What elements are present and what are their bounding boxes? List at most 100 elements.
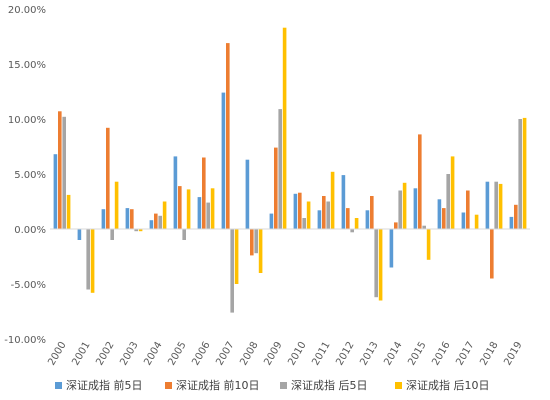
x-tick-label: 2004 [142,340,164,368]
bar-2001-series-1 [77,229,82,240]
bar-2003-series-2 [130,209,134,229]
legend-item-1: 深证成指 前5日 [55,378,143,392]
bar-2003-series-3 [134,229,138,232]
bar-2011-series-2 [322,196,326,229]
bar-2012-series-1 [341,175,346,229]
bar-2009-series-4 [282,27,287,230]
bar-2011-series-3 [326,201,330,229]
bar-2015-series-1 [413,188,418,229]
bar-2013-series-2 [370,196,374,229]
bar-2017-series-4 [474,214,479,229]
bar-2013-series-1 [365,210,370,229]
bar-2008-series-3 [254,229,258,254]
y-tick-label: -10.00% [4,335,46,346]
bar-2005-series-1 [173,156,178,229]
legend-item-4: 深证成指 后10日 [395,378,490,392]
bar-2011-series-1 [317,210,322,229]
x-tick-label: 2018 [478,340,500,368]
bar-2015-series-3 [422,225,426,229]
x-tick-label: 2001 [70,340,92,368]
x-tick-label: 2015 [406,340,428,368]
x-tick-label: 2017 [454,340,476,368]
y-tick-label: 10.00% [8,115,46,126]
x-tick-label: 2009 [262,340,284,368]
bar-2014-series-2 [394,222,398,229]
y-tick-label: 20.00% [8,5,46,16]
legend-swatch [165,382,172,389]
x-tick-label: 2000 [46,340,68,368]
x-tick-label: 2011 [310,340,332,368]
bar-2004-series-1 [149,220,154,229]
legend-swatch [280,382,287,389]
bar-2008-series-4 [258,229,263,273]
bar-2018-series-4 [498,183,503,229]
bar-2014-series-3 [398,190,402,229]
bar-2001-series-4 [90,229,95,293]
bar-2000-series-3 [62,116,66,229]
x-tick-label: 2010 [286,340,308,368]
y-tick-label: -5.00% [11,280,46,291]
bar-2010-series-1 [293,193,298,229]
legend-swatch [55,382,62,389]
legend-label: 深证成指 前10日 [176,378,260,392]
bar-2013-series-4 [378,229,383,301]
bar-2002-series-1 [101,209,106,229]
bar-2015-series-2 [418,134,422,229]
bar-2008-series-2 [250,229,254,256]
bar-2000-series-4 [66,194,71,229]
bar-2006-series-3 [206,202,210,229]
x-tick-label: 2019 [502,340,524,368]
bar-2009-series-3 [278,109,282,229]
bar-2002-series-3 [110,229,114,240]
bar-2009-series-2 [274,147,278,229]
bar-2005-series-2 [178,186,182,229]
x-tick-label: 2013 [358,340,380,368]
y-tick-label: 5.00% [14,170,46,181]
x-tick-label: 2005 [166,340,188,368]
bar-2019-series-4 [522,117,527,229]
bar-2009-series-1 [269,213,274,229]
legend: 深证成指 前5日 深证成指 前10日 深证成指 后5日 深证成指 后10日 [55,378,490,392]
bar-2010-series-4 [306,201,311,229]
legend-label: 深证成指 后10日 [406,378,490,392]
bar-2014-series-4 [402,182,407,229]
x-tick-label: 2006 [190,340,212,368]
bar-2011-series-4 [330,171,335,229]
bar-2003-series-4 [138,229,143,232]
bar-2002-series-2 [106,127,110,229]
bar-2013-series-3 [374,229,378,298]
bar-2004-series-4 [162,201,167,229]
bar-2018-series-2 [490,229,494,279]
bar-2008-series-1 [245,159,250,229]
bar-2002-series-4 [114,181,119,229]
bar-2012-series-4 [354,218,359,229]
legend-label: 深证成指 前5日 [66,378,143,392]
bar-2007-series-3 [230,229,234,313]
bar-2017-series-2 [466,190,470,229]
bar-2012-series-3 [350,229,354,233]
bar-2007-series-2 [226,43,230,229]
bar-2016-series-4 [450,156,455,229]
y-axis: -10.00% -5.00% 0.00% 5.00% 10.00% 15.00% 20.00… [4,5,46,346]
legend-item-2: 深证成指 前10日 [165,378,260,392]
bar-2014-series-1 [389,229,394,268]
bar-2006-series-1 [197,197,202,229]
bar-2010-series-2 [298,192,302,229]
x-tick-label: 2012 [334,340,356,368]
bar-2016-series-1 [437,199,442,229]
bar-2018-series-1 [485,181,490,229]
bars-group [53,27,527,313]
bar-2000-series-2 [58,111,62,229]
bar-2019-series-1 [509,216,514,229]
legend-swatch [395,382,402,389]
bar-2000-series-1 [53,154,58,229]
bar-2016-series-2 [442,208,446,229]
x-tick-label: 2003 [118,340,140,368]
legend-label: 深证成指 后5日 [291,378,368,392]
x-tick-label: 2016 [430,340,452,368]
bar-2007-series-1 [221,92,226,229]
bar-2019-series-2 [514,204,518,229]
bar-2019-series-3 [518,119,522,229]
